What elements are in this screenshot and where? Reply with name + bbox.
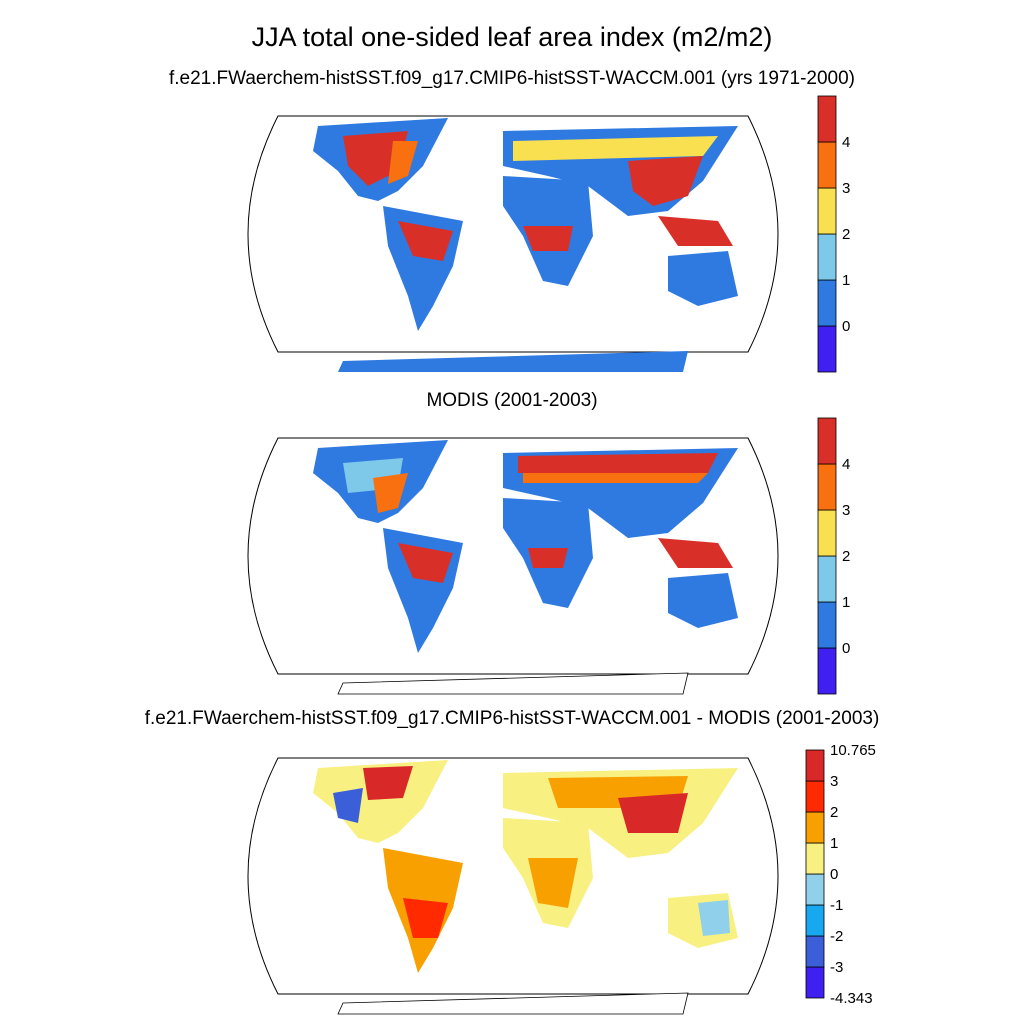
colorbar-modis: 0 1 2 3 4 bbox=[817, 417, 850, 695]
colorbar-segment bbox=[805, 873, 825, 906]
colorbar-tick-label: 3 bbox=[842, 502, 850, 519]
north-america bbox=[313, 760, 448, 843]
modis-landmasses bbox=[313, 440, 738, 695]
se-asia-islands bbox=[658, 216, 733, 246]
africa-pos bbox=[528, 858, 578, 908]
antarctica bbox=[338, 351, 688, 372]
colorbar-tick-label: 1 bbox=[830, 835, 838, 852]
colorbar-segment bbox=[817, 509, 837, 557]
panel-title-modis: MODIS (2001-2003) bbox=[426, 390, 598, 411]
colorbar-tick-label: 1 bbox=[842, 594, 850, 611]
north-america-neg bbox=[333, 788, 363, 823]
map-modis bbox=[247, 437, 779, 695]
map-difference bbox=[247, 757, 779, 1015]
north-america-mid bbox=[388, 141, 418, 184]
australia bbox=[668, 573, 738, 628]
colorbar-tick-label: 0 bbox=[830, 866, 838, 883]
colorbar-tick-label: -2 bbox=[830, 928, 843, 945]
central-asia-max bbox=[618, 793, 688, 833]
colorbar-segment bbox=[817, 233, 837, 281]
colorbar-tick-label: 2 bbox=[830, 804, 838, 821]
east-asia-forest bbox=[628, 156, 703, 206]
colorbar-tick-label: 2 bbox=[842, 226, 850, 243]
colorbar-segment bbox=[805, 904, 825, 937]
colorbar-segment bbox=[817, 555, 837, 603]
boreal-forest bbox=[518, 453, 718, 473]
colorbar-segment bbox=[805, 966, 825, 999]
congo-forest bbox=[528, 548, 568, 568]
colorbar-segment bbox=[817, 647, 837, 695]
panel-title-model: f.e21.FWaerchem-histSST.f09_g17.CMIP6-hi… bbox=[168, 68, 855, 89]
antarctica-outline bbox=[337, 672, 689, 695]
colorbar-segment bbox=[805, 935, 825, 968]
south-america-forest bbox=[398, 221, 453, 261]
colorbar-segment bbox=[817, 279, 837, 327]
colorbar-segment bbox=[817, 601, 837, 649]
se-asia-islands bbox=[658, 538, 733, 568]
colorbar-tick-label: 4 bbox=[842, 456, 850, 473]
antarctica-outline bbox=[337, 992, 689, 1015]
colorbar-tick-label: -4.343 bbox=[830, 990, 873, 1007]
colorbar-tick-label: 4 bbox=[842, 134, 850, 151]
colorbar-tick-label: 10.765 bbox=[830, 742, 876, 759]
colorbar-segment bbox=[817, 141, 837, 189]
colorbar-segment bbox=[817, 95, 837, 143]
siberia-band bbox=[513, 136, 718, 161]
eastern-us-forest bbox=[373, 473, 408, 513]
colorbar-segment bbox=[805, 842, 825, 875]
difference-landmasses bbox=[313, 760, 738, 1015]
colorbar-tick-label: -1 bbox=[830, 897, 843, 914]
model-landmasses bbox=[313, 118, 738, 372]
map-model bbox=[247, 115, 779, 372]
amazon-forest bbox=[398, 543, 453, 583]
colorbar-segment bbox=[817, 463, 837, 511]
colorbar-tick-label: 0 bbox=[842, 318, 850, 335]
colorbar-segment bbox=[817, 417, 837, 465]
colorbar-segment bbox=[805, 811, 825, 844]
colorbar-tick-label: -3 bbox=[830, 959, 843, 976]
colorbar-tick-label: 1 bbox=[842, 272, 850, 289]
colorbar-segment bbox=[817, 325, 837, 373]
australia bbox=[668, 251, 738, 306]
colorbar-segment bbox=[805, 780, 825, 813]
colorbar-model: 0 1 2 3 4 bbox=[817, 95, 850, 373]
australia-neg bbox=[698, 900, 730, 936]
colorbar-tick-label: 2 bbox=[842, 548, 850, 565]
central-africa-forest bbox=[523, 226, 573, 251]
colorbar-tick-label: 3 bbox=[842, 180, 850, 197]
boreal-mid bbox=[523, 473, 708, 483]
panel-title-difference: f.e21.FWaerchem-histSST.f09_g17.CMIP6-hi… bbox=[144, 708, 880, 729]
colorbar-tick-label: 3 bbox=[830, 773, 838, 790]
north-america-pos bbox=[363, 766, 413, 800]
south-america-pos bbox=[403, 898, 448, 938]
colorbar-segment bbox=[817, 187, 837, 235]
colorbar-difference: 10.765 3 2 1 0 -1 -2 -3 -4.343 bbox=[805, 742, 876, 1007]
colorbar-segment bbox=[805, 749, 825, 782]
colorbar-tick-label: 0 bbox=[842, 640, 850, 657]
main-title: JJA total one-sided leaf area index (m2/… bbox=[251, 22, 773, 52]
